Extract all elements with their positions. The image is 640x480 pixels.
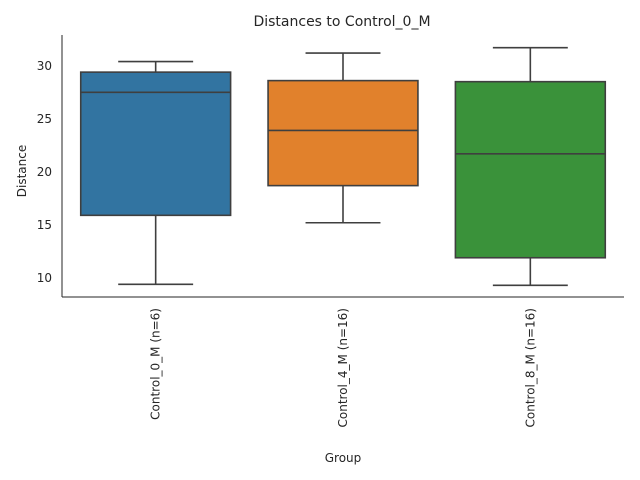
iqr-box	[454, 80, 607, 259]
iqr-box	[79, 71, 232, 217]
axes	[61, 35, 624, 298]
iqr-box	[267, 79, 419, 187]
y-tick-label: 15	[37, 218, 52, 232]
boxes-layer	[79, 46, 607, 287]
box-group	[79, 60, 232, 286]
y-ticks: 10 15 20 25 30	[37, 59, 52, 285]
y-tick-label: 20	[37, 165, 52, 179]
box-group	[267, 52, 419, 224]
x-tick-label: Control_4_M (n=16)	[336, 308, 350, 427]
x-ticks: Control_0_M (n=6) Control_4_M (n=16) Contr…	[149, 308, 538, 427]
x-tick-label: Control_0_M (n=6)	[149, 308, 163, 420]
y-tick-label: 30	[37, 59, 52, 73]
y-tick-label: 25	[37, 112, 52, 126]
x-axis-label: Group	[325, 451, 362, 465]
box-group	[454, 46, 607, 287]
chart-title: Distances to Control_0_M	[253, 14, 430, 30]
y-tick-label: 10	[37, 271, 52, 285]
y-axis-label: Distance	[15, 145, 29, 197]
x-tick-label: Control_8_M (n=16)	[523, 308, 537, 427]
